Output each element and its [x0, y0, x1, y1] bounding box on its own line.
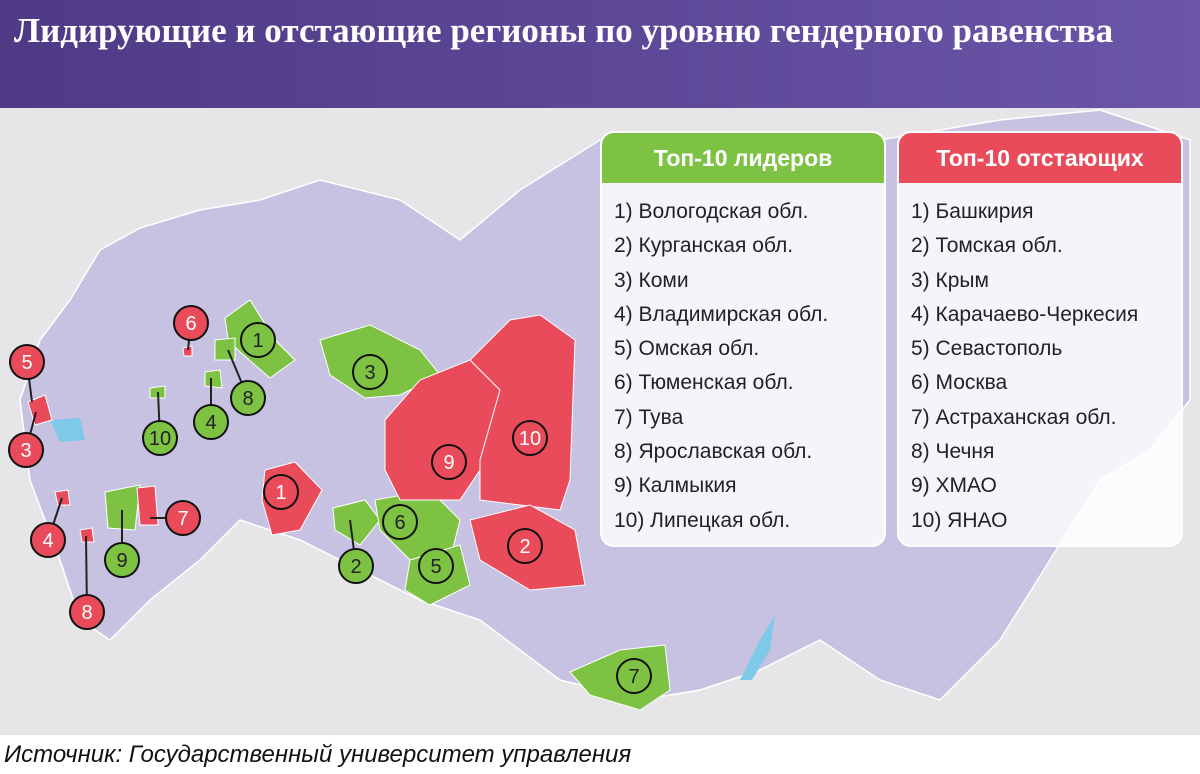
region-label: 3 [364, 362, 375, 384]
list-item: 8) Чечня [911, 440, 995, 464]
region-label: 9 [443, 452, 454, 474]
label-circle [69, 594, 105, 630]
label-circle [104, 542, 140, 578]
leaders-list: 1) Вологодская обл. 2) Курганская обл. 3) … [614, 195, 884, 538]
list-item: 10) ЯНАО [911, 508, 1008, 532]
region-label: 5 [430, 556, 441, 578]
region-label: 4 [42, 530, 53, 552]
label-circle [382, 504, 418, 540]
region-label: 1 [252, 330, 263, 352]
label-circle [616, 658, 652, 694]
list-item: 7) Тува [614, 405, 684, 429]
region-label: 2 [519, 536, 530, 558]
label-circle [507, 528, 543, 564]
region-label: 8 [242, 388, 253, 410]
label-circle [418, 548, 454, 584]
list-item: 9) ХМАО [911, 474, 997, 498]
region-label: 6 [394, 512, 405, 534]
source: Источник: Государственный университет уп… [4, 741, 632, 768]
list-item: 2) Томская обл. [911, 234, 1063, 258]
label-circle [512, 420, 548, 456]
label-circle [230, 380, 266, 416]
leaders-panel: Топ-10 лидеров 1) Вологодская обл. 2) Кур… [600, 131, 886, 547]
label-circle [352, 354, 388, 390]
label-circle [240, 322, 276, 358]
footer: Источник: Государственный университет уп… [0, 735, 1200, 774]
list-item: 3) Крым [911, 268, 989, 292]
list-item: 3) Коми [614, 268, 689, 292]
region-label: 7 [628, 666, 639, 688]
list-item: 1) Вологодская обл. [614, 200, 809, 223]
laggards-list: 1) Башкирия 2) Томская обл. 3) Крым 4) Кара… [911, 195, 1181, 538]
label-circle [9, 344, 45, 380]
label-circle [142, 420, 178, 456]
label-circle [8, 432, 44, 468]
list-item: 6) Москва [911, 371, 1008, 395]
label-circle [165, 500, 201, 536]
header: Лидирующие и отстающие регионы по уровню… [0, 0, 1200, 108]
region-label: 2 [350, 556, 361, 578]
label-circle [30, 522, 66, 558]
lake [740, 615, 775, 680]
list-item: 7) Астраханская обл. [911, 405, 1117, 429]
region-label: 8 [81, 602, 92, 624]
list-item: 2) Курганская обл. [614, 234, 794, 258]
label-circle [263, 474, 299, 510]
label-circle [193, 404, 229, 440]
list-item: 4) Владимирская обл. [614, 302, 829, 326]
region-label: 3 [20, 440, 31, 462]
list-item: 9) Калмыкия [614, 474, 737, 498]
label-circle [431, 444, 467, 480]
region-label: 1 [275, 482, 286, 504]
region-label: 5 [21, 352, 32, 374]
leaders-heading: Топ-10 лидеров [602, 133, 884, 183]
region-label: 4 [205, 412, 216, 434]
label-circle [338, 548, 374, 584]
list-item: 1) Башкирия [911, 200, 1034, 223]
list-item: 6) Тюменская обл. [614, 371, 794, 395]
region-label: 10 [519, 428, 541, 450]
region-label: 9 [116, 550, 127, 572]
lake [50, 418, 85, 442]
list-item: 8) Ярославская обл. [614, 440, 813, 464]
list-item: 10) Липецкая обл. [614, 508, 791, 532]
laggards-panel: Топ-10 отстающих 1) Башкирия 2) Томская о… [897, 131, 1183, 547]
title: Лидирующие и отстающие регионы по уровню… [14, 11, 1114, 50]
region-label: 6 [185, 313, 196, 335]
list-item: 5) Омская обл. [614, 337, 760, 361]
label-circle [173, 305, 209, 341]
list-item: 5) Севастополь [911, 337, 1063, 361]
region-label: 7 [177, 508, 188, 530]
list-item: 4) Карачаево-Черкесия [911, 302, 1139, 326]
region-label: 10 [149, 428, 171, 450]
laggards-heading: Топ-10 отстающих [899, 133, 1181, 183]
